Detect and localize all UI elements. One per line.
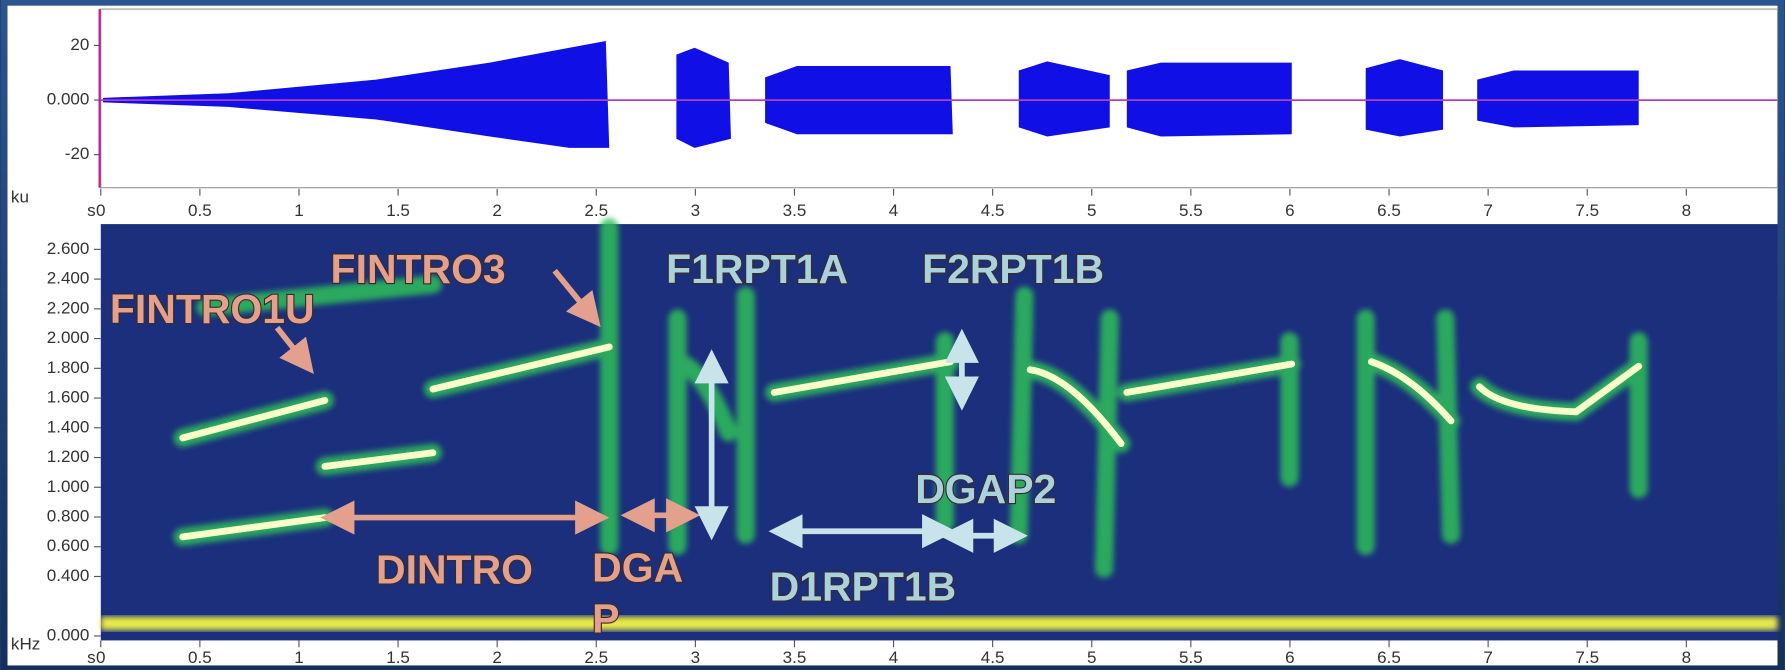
- annotation-label: DGA: [592, 544, 683, 590]
- x-tick-label: 1.5: [386, 648, 410, 667]
- x-tick-label: 7.5: [1575, 648, 1599, 667]
- annotation-label: FINTRO3: [331, 246, 506, 292]
- time-unit: s: [87, 201, 96, 220]
- waveform-unit: ku: [11, 187, 29, 206]
- x-tick-label: 6: [1285, 648, 1294, 667]
- x-tick-label: 5: [1087, 201, 1096, 220]
- x-tick-label: 5.5: [1179, 648, 1203, 667]
- annotation-label: F1RPT1A: [666, 246, 848, 292]
- annotation-arrows: [274, 268, 1028, 553]
- x-tick-label: 6: [1285, 201, 1294, 220]
- x-tick-label: 1: [294, 201, 303, 220]
- x-tick-label: 3: [691, 201, 700, 220]
- x-tick-label: 3.5: [783, 648, 807, 667]
- y-tick-label: 1.800: [47, 358, 90, 377]
- x-tick-label: 3.5: [783, 201, 807, 220]
- y-tick-label: 1.400: [47, 417, 90, 436]
- x-tick-label: 2.5: [584, 648, 608, 667]
- x-tick-label: 7: [1483, 201, 1492, 220]
- y-tick-label: 20: [70, 35, 89, 54]
- y-tick-label: -20: [65, 144, 90, 163]
- x-tick-label: 0.5: [188, 648, 212, 667]
- x-tick-label: 4: [889, 201, 898, 220]
- x-tick-label: 2: [492, 648, 501, 667]
- y-tick-label: 0.600: [47, 536, 90, 555]
- x-tick-label: 8: [1682, 648, 1691, 667]
- x-tick-label: 6.5: [1377, 648, 1401, 667]
- spectrogram-unit: kHz: [11, 634, 40, 653]
- x-tick-label: 8: [1682, 201, 1691, 220]
- x-tick-label: 7: [1483, 648, 1492, 667]
- x-tick-label: 5.5: [1179, 201, 1203, 220]
- annotation-label: FINTRO1U: [110, 286, 315, 332]
- y-tick-label: 0.000: [47, 625, 90, 644]
- y-tick-label: 0.000: [47, 90, 90, 109]
- annotation-label: DGAP2: [915, 466, 1056, 512]
- x-tick-label: 4: [889, 648, 898, 667]
- x-tick-label: 0.5: [188, 201, 212, 220]
- x-tick-label: 3: [691, 648, 700, 667]
- y-tick-label: 1.000: [47, 477, 90, 496]
- y-tick-label: 2.000: [47, 328, 90, 347]
- x-tick-label: 1.5: [386, 201, 410, 220]
- y-tick-label: 2.600: [47, 239, 90, 258]
- time-unit: s: [87, 648, 96, 667]
- annotation-label: P: [592, 595, 619, 641]
- x-tick-label: 2.5: [584, 201, 608, 220]
- y-tick-label: 1.600: [47, 388, 90, 407]
- x-tick-label: 6.5: [1377, 201, 1401, 220]
- y-tick-label: 1.200: [47, 447, 90, 466]
- x-tick-label: 0: [96, 201, 105, 220]
- y-tick-label: 0.800: [47, 507, 90, 526]
- annotation-label: D1RPT1B: [770, 564, 957, 610]
- annotation-label: DINTRO: [376, 547, 533, 593]
- spectrogram-energy: [100, 218, 1778, 631]
- x-tick-label: 5: [1087, 648, 1096, 667]
- x-tick-label: 0: [96, 648, 105, 667]
- x-tick-label: 2: [492, 201, 501, 220]
- x-tick-label: 4.5: [981, 201, 1005, 220]
- y-tick-label: 2.400: [47, 269, 90, 288]
- y-tick-label: 0.400: [47, 566, 90, 585]
- y-tick-label: 2.200: [47, 298, 90, 317]
- x-tick-label: 1: [294, 648, 303, 667]
- x-tick-label: 7.5: [1575, 201, 1599, 220]
- x-tick-label: 4.5: [981, 648, 1005, 667]
- annotation-label: F2RPT1B: [922, 246, 1104, 292]
